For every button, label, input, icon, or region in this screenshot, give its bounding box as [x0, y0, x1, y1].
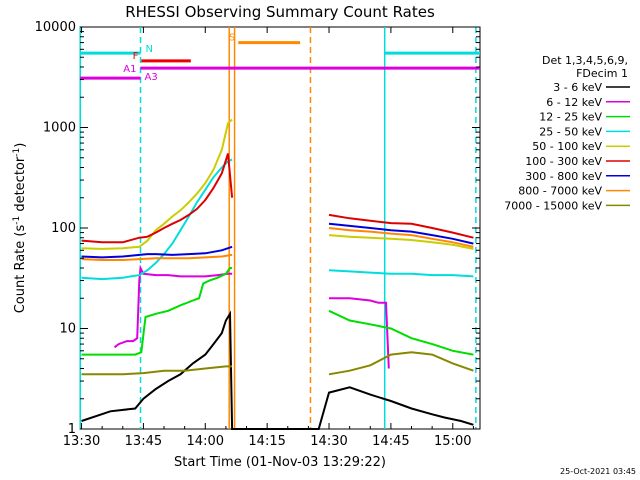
legend-header-0: Det 1,3,4,5,6,9, [542, 54, 628, 67]
x-tick-label-3: 14:15 [248, 434, 285, 449]
state-bar-label-4: A1 [123, 64, 136, 75]
y-tick-label-3: 1000 [43, 121, 76, 136]
series-line-8-1 [328, 351, 474, 376]
x-tick-label-5: 14:45 [372, 434, 409, 449]
y-tick-label-1: 10 [59, 322, 76, 337]
x-tick-label-2: 14:00 [187, 434, 224, 449]
y-tick-label-2: 100 [51, 221, 76, 236]
series-line-3-1 [328, 269, 474, 278]
legend-label-2: 12 - 25 keV [539, 111, 602, 124]
series-line-6-0 [81, 245, 233, 259]
state-bar-label-2: F [133, 51, 139, 62]
series-line-1-1 [329, 297, 390, 369]
y-axis: 1 10 100 1000 10000 [35, 20, 480, 437]
y-axis-label: Count Rate (s-1 detector-1) [12, 143, 28, 314]
x-axis: 13:30 13:45 14:00 14:15 14:30 14:45 15:00 [63, 27, 474, 449]
legend-label-5: 100 - 300 keV [525, 155, 602, 168]
series-line-2-0 [81, 267, 233, 356]
series-line-5-0 [81, 153, 234, 244]
series-line-4-1 [328, 234, 474, 250]
series-group [81, 118, 474, 430]
state-vlines [79, 27, 477, 429]
x-tick-label-6: 15:00 [434, 434, 471, 449]
legend-label-7: 800 - 7000 keV [518, 185, 602, 198]
state-bar-label-0: N [146, 44, 153, 55]
series-line-7-0 [81, 253, 233, 261]
legend: Det 1,3,4,5,6,9,FDecim 13 - 6 keV 6 - 12 … [504, 54, 630, 212]
series-line-0-0 [81, 310, 474, 430]
series-line-7-1 [328, 227, 474, 248]
series-line-5-1 [328, 213, 474, 239]
legend-label-1: 6 - 12 keV [546, 96, 602, 109]
legend-header-1: FDecim 1 [576, 67, 628, 80]
x-tick-label-1: 13:45 [125, 434, 162, 449]
legend-label-0: 3 - 6 keV [553, 81, 602, 94]
y-tick-label-0: 1 [68, 422, 76, 437]
legend-label-8: 7000 - 15000 keV [504, 199, 602, 212]
state-bar-label-5: A3 [145, 72, 158, 83]
footer-date: 25-Oct-2021 03:45 [560, 467, 636, 476]
series-line-1-0 [113, 264, 233, 349]
chart-title: RHESSI Observing Summary Count Rates [125, 3, 435, 21]
series-line-6-1 [328, 222, 474, 245]
state-bar-label-3: S [229, 33, 235, 44]
legend-label-6: 300 - 800 keV [525, 170, 602, 183]
series-line-8-0 [81, 365, 233, 376]
series-line-2-1 [328, 309, 474, 356]
x-tick-label-4: 14:30 [310, 434, 347, 449]
legend-label-4: 50 - 100 keV [532, 140, 602, 153]
series-line-4-0 [81, 118, 233, 250]
legend-label-3: 25 - 50 keV [539, 125, 602, 138]
series-line-3-0 [81, 158, 233, 281]
x-tick-label-0: 13:30 [63, 434, 100, 449]
state-bars: NF S A1 A3 [79, 33, 480, 83]
y-tick-label-4: 10000 [35, 20, 76, 35]
x-axis-label: Start Time (01-Nov-03 13:29:22) [174, 455, 386, 470]
